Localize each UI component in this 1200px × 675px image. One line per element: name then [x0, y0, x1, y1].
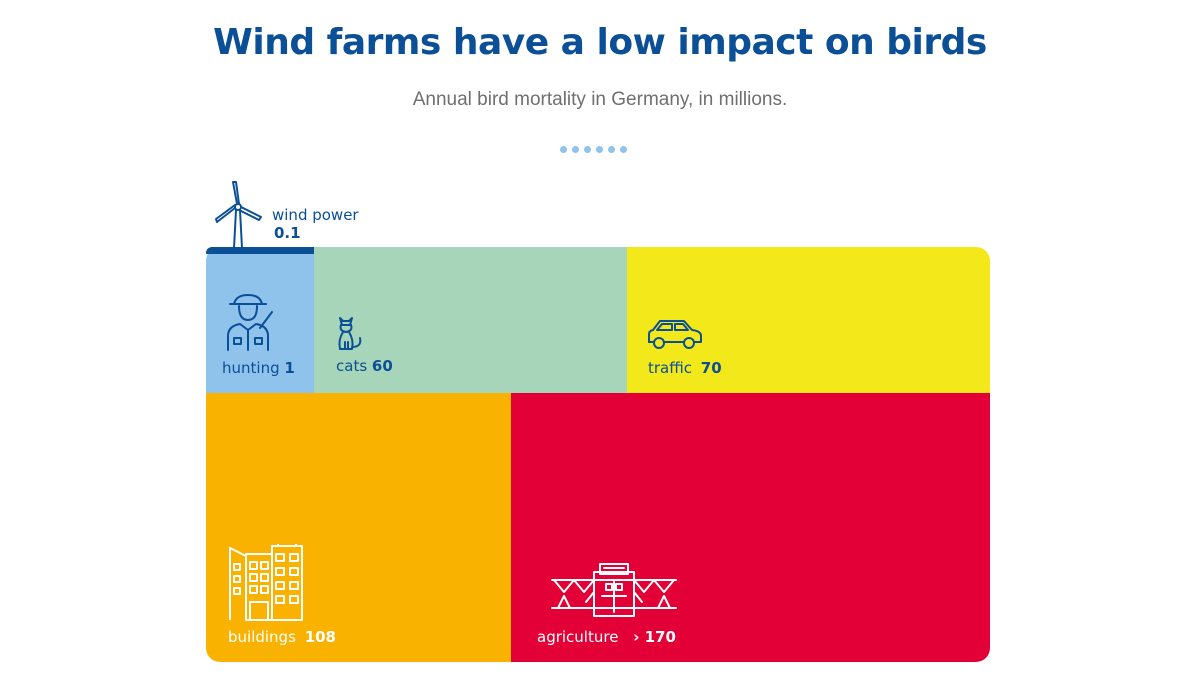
decorative-dots: [560, 146, 627, 153]
hunting-value: 1: [284, 359, 295, 377]
traffic-name: traffic: [648, 359, 692, 377]
buildings-icon: [229, 544, 303, 621]
hunter-icon: [227, 294, 273, 351]
chart-subtitle: Annual bird mortality in Germany, in mil…: [412, 89, 788, 110]
treemap-cell-agriculture: [511, 393, 990, 662]
cats-name: cats: [336, 357, 368, 375]
wind-turbine-icon: [215, 181, 262, 249]
traffic-value: 70: [700, 359, 722, 377]
cats-label: cats 60: [336, 357, 393, 375]
car-icon: [648, 320, 702, 349]
agriculture-name: agriculture: [537, 628, 619, 646]
hunting-label: hunting 1: [222, 359, 295, 377]
cats-value: 60: [371, 357, 393, 375]
treemap-cell-traffic: [627, 247, 990, 393]
treemap-cell-cats: [314, 247, 627, 393]
tractor-sprayer-icon: [551, 563, 677, 617]
treemap-cell-hunting: [206, 247, 314, 393]
agriculture-label: agriculture › 170: [537, 628, 676, 646]
wind-power-name: wind power: [272, 206, 359, 224]
wind-power-value: 0.1: [274, 224, 301, 242]
buildings-value: 108: [304, 628, 336, 646]
treemap-cell-buildings: [206, 393, 511, 662]
buildings-label: buildings 108: [228, 628, 336, 646]
hunting-name: hunting: [222, 359, 280, 377]
traffic-label: traffic 70: [648, 359, 722, 377]
chart-title: Wind farms have a low impact on birds: [213, 22, 987, 63]
treemap: [206, 247, 990, 662]
wind-power-label: wind power 0.1: [272, 206, 359, 242]
cat-icon: [338, 317, 362, 350]
agriculture-value: › 170: [633, 628, 676, 646]
buildings-name: buildings: [228, 628, 296, 646]
wind-power-bar: [206, 247, 314, 254]
